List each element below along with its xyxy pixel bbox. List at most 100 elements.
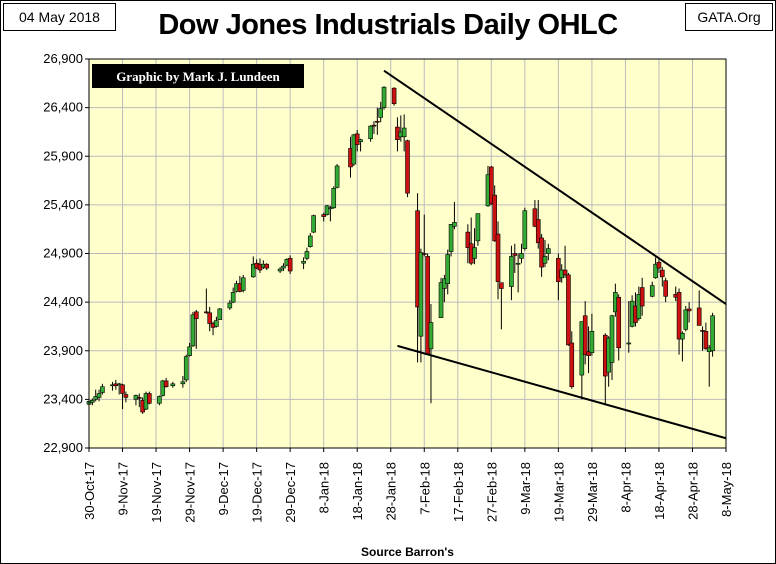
bar-body-down bbox=[569, 342, 575, 388]
ohlc-bar bbox=[421, 214, 427, 257]
bar-body-down bbox=[120, 384, 125, 394]
ohlc-bar bbox=[307, 233, 313, 248]
bar-body-down bbox=[207, 312, 212, 324]
bar-body-down bbox=[676, 292, 682, 340]
ohlc-bar bbox=[287, 255, 293, 274]
bar-body-down bbox=[489, 166, 494, 205]
ohlc-bar bbox=[136, 393, 142, 408]
ohlc-bar bbox=[659, 267, 665, 287]
bar-body-down bbox=[512, 253, 518, 256]
ohlc-bar bbox=[324, 204, 330, 216]
bar-body-up bbox=[217, 308, 223, 320]
ohlc-bar bbox=[368, 125, 373, 142]
bar-body-down bbox=[465, 231, 471, 248]
ohlc-bar bbox=[100, 383, 105, 395]
x-tick-label: 18-Jan-18 bbox=[350, 462, 365, 521]
x-tick-label: 7-Feb-18 bbox=[417, 462, 432, 515]
ohlc-bar bbox=[428, 304, 434, 404]
x-tick-label: 28-Jan-18 bbox=[384, 462, 399, 521]
bar-body-down bbox=[639, 287, 645, 307]
bar-body-down bbox=[136, 397, 142, 399]
ohlc-bar bbox=[207, 306, 212, 332]
ohlc-bar bbox=[116, 382, 122, 395]
ohlc-bar bbox=[445, 249, 451, 295]
x-tick-label: 28-Apr-18 bbox=[685, 462, 700, 520]
bar-body-up bbox=[180, 381, 186, 385]
ohlc-bar bbox=[582, 301, 588, 365]
bar-body-down bbox=[686, 308, 692, 312]
bar-body-down bbox=[696, 307, 702, 326]
ohlc-bar bbox=[499, 282, 504, 330]
ohlc-bar bbox=[418, 248, 424, 363]
bar-body-up bbox=[331, 188, 337, 209]
ohlc-bar bbox=[277, 267, 283, 273]
source-label: Source Barron's bbox=[361, 545, 454, 559]
bar-body-down bbox=[321, 214, 326, 217]
bar-body-up bbox=[418, 252, 424, 337]
bar-body-down bbox=[492, 194, 497, 242]
bar-body-up bbox=[428, 322, 434, 350]
ohlc-bar bbox=[680, 331, 685, 362]
ohlc-bar bbox=[562, 245, 568, 278]
ohlc-bar bbox=[217, 307, 223, 320]
ohlc-bar bbox=[472, 228, 477, 265]
x-tick-label: 17-Feb-18 bbox=[451, 462, 466, 522]
x-tick-label: 18-Apr-18 bbox=[652, 462, 667, 520]
bar-body-up bbox=[542, 256, 548, 264]
ohlc-bar bbox=[371, 121, 377, 134]
ohlc-bars bbox=[86, 86, 715, 414]
bar-body-down bbox=[616, 296, 622, 349]
ohlc-bar bbox=[448, 224, 454, 257]
bar-body-up bbox=[160, 380, 166, 396]
bar-body-up bbox=[100, 386, 105, 393]
ohlc-bar bbox=[656, 257, 662, 273]
ohlc-bar bbox=[304, 247, 310, 261]
bar-body-down bbox=[264, 263, 269, 269]
ohlc-bar bbox=[391, 87, 397, 106]
ohlc-bar bbox=[123, 391, 129, 403]
bar-body-up bbox=[519, 253, 524, 259]
ohlc-bar bbox=[378, 101, 383, 123]
bar-body-up bbox=[157, 396, 162, 404]
ohlc-bar bbox=[569, 331, 575, 389]
bar-body-up bbox=[515, 262, 521, 265]
ohlc-bar bbox=[546, 243, 551, 261]
ohlc-bar bbox=[401, 114, 407, 152]
bar-body-down bbox=[535, 219, 541, 244]
ohlc-bar bbox=[589, 313, 595, 356]
ohlc-bar bbox=[227, 300, 233, 310]
bar-body-up bbox=[324, 205, 330, 215]
bar-body-down bbox=[700, 330, 705, 332]
bar-body-up bbox=[304, 251, 310, 259]
ohlc-bar bbox=[649, 281, 655, 298]
bar-body-down bbox=[663, 280, 668, 297]
bar-body-up bbox=[683, 309, 689, 330]
bar-body-down bbox=[354, 133, 360, 145]
ohlc-bar bbox=[492, 185, 497, 242]
ohlc-bar bbox=[381, 86, 387, 110]
x-tick-label: 9-Mar-18 bbox=[518, 462, 533, 515]
ohlc-bar bbox=[93, 389, 99, 402]
bar-body-down bbox=[656, 261, 662, 269]
bar-body-up bbox=[438, 282, 444, 318]
ohlc-bar bbox=[120, 383, 125, 410]
ohlc-bar bbox=[187, 342, 192, 357]
x-tick-label: 19-Dec-17 bbox=[250, 462, 265, 523]
x-tick-label: 30-Oct-17 bbox=[82, 462, 97, 520]
ohlc-bar bbox=[703, 322, 709, 350]
bar-body-up bbox=[452, 222, 457, 227]
y-tick-label: 25,900 bbox=[43, 148, 83, 163]
ohlc-bar bbox=[375, 107, 380, 135]
bar-body-down bbox=[562, 269, 568, 276]
bar-body-up bbox=[649, 285, 655, 297]
ohlc-bar bbox=[696, 290, 702, 326]
credit-label: Graphic by Mark J. Lundeen bbox=[116, 69, 280, 84]
ohlc-bar bbox=[489, 165, 494, 205]
bar-body-down bbox=[659, 269, 665, 278]
ohlc-bar bbox=[663, 277, 668, 303]
bar-body-up bbox=[116, 383, 122, 386]
ohlc-bar bbox=[653, 257, 658, 279]
ohlc-bar bbox=[512, 243, 518, 273]
